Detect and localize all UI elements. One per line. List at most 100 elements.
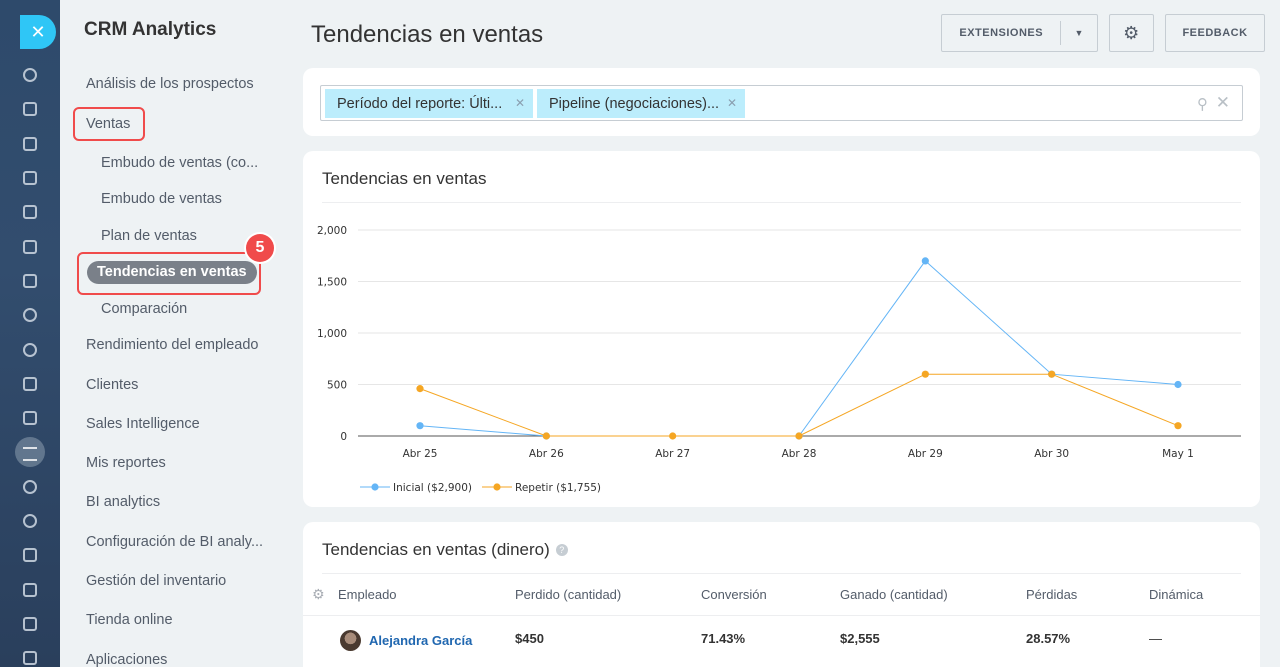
feed-icon[interactable]: [10, 92, 50, 126]
legend-marker: [371, 483, 379, 491]
calendar-icon[interactable]: [10, 161, 50, 195]
tasks-icon[interactable]: [10, 367, 50, 401]
edit-icon[interactable]: [10, 607, 50, 641]
marketing-icon[interactable]: [10, 504, 50, 538]
robot-icon[interactable]: [10, 470, 50, 504]
highlight-frame: [77, 252, 261, 295]
column-header-lost[interactable]: Perdido (cantidad): [515, 587, 622, 602]
chart-panel: Tendencias en ventas 2,000 1,500 1,000 500 0…: [303, 151, 1260, 507]
data-point: [1048, 370, 1056, 378]
bar-chart-icon[interactable]: [10, 641, 50, 667]
column-header-losses[interactable]: Pérdidas: [1026, 587, 1078, 602]
data-point: [1174, 422, 1182, 430]
x-tick-label: Abr 28: [782, 448, 817, 460]
extensions-button[interactable]: EXTENSIONES ▼: [941, 14, 1098, 52]
x-tick-label: Abr 30: [1034, 448, 1069, 460]
sidebar-subitem-comparison[interactable]: Comparación: [101, 301, 188, 317]
data-point: [542, 432, 550, 440]
feedback-button[interactable]: FEEDBACK: [1165, 14, 1265, 52]
filter-chip-period[interactable]: Período del reporte: Últi... ✕: [325, 89, 533, 118]
contacts-icon[interactable]: [10, 401, 50, 435]
sidebar-item-sales[interactable]: Ventas: [86, 116, 131, 132]
remove-chip-icon[interactable]: ✕: [514, 96, 525, 110]
documents-icon[interactable]: [10, 229, 50, 263]
sidebar-item-employee-performance[interactable]: Rendimiento del empleado: [86, 337, 259, 353]
sidebar-item-online-store[interactable]: Tienda online: [86, 612, 173, 628]
sidebar-item-bi-settings[interactable]: Configuración de BI analy...: [86, 534, 264, 550]
clear-icon[interactable]: ✕: [1215, 93, 1230, 112]
chart-title: Tendencias en ventas: [322, 169, 487, 188]
cell-dynamics: —: [1149, 631, 1162, 646]
y-tick-label: 2,000: [317, 225, 347, 237]
sidebar: CRM Analytics Análisis de los prospectos…: [60, 0, 285, 667]
sidebar-item-prospect-analysis[interactable]: Análisis de los prospectos: [86, 76, 254, 92]
data-point: [669, 432, 677, 440]
x-tick-label: May 1: [1162, 448, 1194, 460]
filter-chip-label: Pipeline (negociaciones)...: [549, 95, 720, 112]
chat-icon[interactable]: [10, 127, 50, 161]
sidebar-item-clients[interactable]: Clientes: [86, 377, 139, 393]
sidebar-item-applications[interactable]: Aplicaciones: [86, 652, 168, 667]
sidebar-item-sales-intelligence[interactable]: Sales Intelligence: [86, 416, 200, 432]
sidebar-subitem-sales-trends[interactable]: Tendencias en ventas: [87, 261, 257, 284]
drive-icon[interactable]: [10, 195, 50, 229]
sidebar-subitem-funnel[interactable]: Embudo de ventas: [101, 191, 222, 207]
filter-search-input[interactable]: Período del reporte: Últi... ✕ Pipeline …: [320, 85, 1243, 121]
app-icon-rail: ✕: [0, 0, 60, 667]
activity-icon[interactable]: [10, 58, 50, 92]
crm-analytics-icon[interactable]: [10, 435, 50, 469]
series-line: [419, 373, 1179, 437]
filter-chip-pipeline[interactable]: Pipeline (negociaciones)... ✕: [537, 89, 745, 118]
mail-icon[interactable]: [10, 264, 50, 298]
extensions-label: EXTENSIONES: [959, 27, 1044, 39]
filter-chip-label: Período del reporte: Últi...: [337, 95, 503, 112]
cell-won: $2,555: [840, 631, 880, 646]
crm-icon[interactable]: [10, 332, 50, 366]
column-header-won[interactable]: Ganado (cantidad): [840, 587, 948, 602]
x-tick-label: Abr 26: [529, 448, 564, 460]
sidebar-brand: CRM Analytics: [84, 19, 217, 40]
filter-panel: Período del reporte: Últi... ✕ Pipeline …: [303, 68, 1260, 136]
divider: [303, 615, 1260, 616]
table-title-text: Tendencias en ventas (dinero): [322, 540, 550, 559]
x-tick-label: Abr 27: [655, 448, 690, 460]
shop-cart-icon[interactable]: [10, 538, 50, 572]
series-line: [419, 425, 547, 437]
search-icon[interactable]: ⚲: [1197, 96, 1208, 113]
cell-lost: $450: [515, 631, 544, 646]
column-header-dynamics[interactable]: Dinámica: [1149, 587, 1204, 602]
data-point: [921, 370, 929, 378]
data-point: [416, 422, 424, 430]
cell-losses: 28.57%: [1026, 631, 1071, 646]
page-title: Tendencias en ventas: [311, 21, 544, 48]
sign-icon[interactable]: [10, 572, 50, 606]
column-header-conversion[interactable]: Conversión: [701, 587, 767, 602]
employee-link[interactable]: Alejandra García: [369, 633, 473, 648]
y-tick-label: 1,000: [317, 328, 347, 340]
data-point: [921, 257, 929, 265]
sales-trend-chart: 2,000 1,500 1,000 500 0 Abr 25 Abr 26 Abr 27 Abr…: [317, 225, 1241, 494]
divider: [322, 202, 1241, 203]
close-icon[interactable]: ✕: [20, 15, 56, 49]
sidebar-subitem-sales-plan[interactable]: Plan de ventas: [101, 228, 197, 244]
gear-icon[interactable]: ⚙: [312, 586, 325, 602]
table-title: Tendencias en ventas (dinero)?: [322, 540, 568, 560]
help-icon[interactable]: ?: [555, 544, 568, 556]
divider: [322, 573, 1241, 574]
data-point: [1174, 380, 1182, 389]
avatar: [340, 630, 361, 651]
sidebar-subitem-funnel-conversion[interactable]: Embudo de ventas (co...: [101, 155, 259, 171]
data-point: [795, 432, 803, 440]
sidebar-item-inventory[interactable]: Gestión del inventario: [86, 573, 227, 589]
sidebar-item-bi-analytics[interactable]: BI analytics: [86, 494, 161, 510]
legend-marker: [493, 483, 501, 491]
remove-chip-icon[interactable]: ✕: [726, 96, 737, 110]
chevron-down-icon[interactable]: ▼: [1074, 28, 1084, 38]
gear-icon: ⚙: [1123, 22, 1140, 43]
step-badge: 5: [246, 234, 274, 262]
sidebar-item-my-reports[interactable]: Mis reportes: [86, 455, 166, 471]
settings-button[interactable]: ⚙: [1109, 14, 1154, 52]
column-header-employee[interactable]: Empleado: [338, 587, 397, 602]
y-tick-label: 0: [340, 431, 347, 443]
groups-icon[interactable]: [10, 298, 50, 332]
